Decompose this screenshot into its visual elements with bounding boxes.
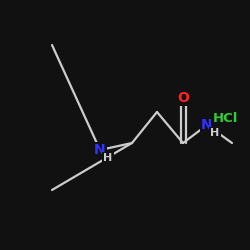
Text: HCl: HCl — [212, 112, 238, 124]
Text: H: H — [210, 128, 220, 138]
Text: N: N — [201, 118, 213, 132]
Text: H: H — [104, 153, 112, 163]
Text: O: O — [177, 91, 189, 105]
Text: N: N — [94, 143, 106, 157]
